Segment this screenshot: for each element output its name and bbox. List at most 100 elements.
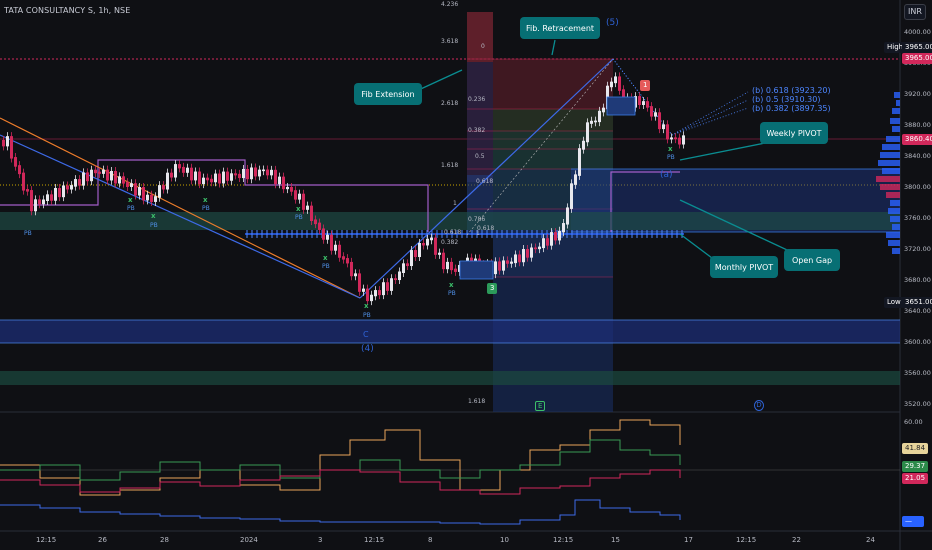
volume-profile-bar <box>890 118 900 124</box>
projection-label: (b) 0.618 (3923.20) <box>752 86 831 95</box>
candle-body <box>206 177 209 181</box>
candle-body <box>326 234 329 240</box>
candle-body <box>214 173 217 183</box>
candle-body <box>314 219 317 225</box>
x-marker: x <box>296 205 301 213</box>
candle-body <box>438 252 441 255</box>
monthly-pivot-callout[interactable]: Monthly PIVOT <box>710 256 778 278</box>
candle-body <box>310 205 313 221</box>
candle-body <box>2 140 5 147</box>
candle-body <box>150 194 153 202</box>
time-axis-label: 12:15 <box>364 536 385 544</box>
candle-body <box>646 101 649 108</box>
candle-body <box>334 244 337 251</box>
indicator-line-blue <box>0 499 681 525</box>
candle-body <box>530 247 533 258</box>
candle-body <box>658 112 661 130</box>
candle-body <box>6 136 9 147</box>
x-marker: x <box>668 145 673 153</box>
time-axis-label: 2024 <box>240 536 258 544</box>
volume-profile-bar <box>888 240 900 246</box>
open-gap-callout[interactable]: Open Gap <box>784 249 840 271</box>
candle-body <box>370 294 373 302</box>
volume-profile-bar <box>880 184 900 190</box>
candle-body <box>90 169 93 182</box>
pb-marker: PB <box>295 214 303 221</box>
candle-body <box>318 222 321 230</box>
candle-body <box>162 185 165 190</box>
candle-body <box>378 290 381 296</box>
projection-label: (b) 0.5 (3910.30) <box>752 95 821 104</box>
candle-body <box>346 258 349 264</box>
candle-body <box>662 124 665 130</box>
high-value: 3965.00 <box>902 42 932 53</box>
weekly-pivot-callout[interactable]: Weekly PIVOT <box>760 122 828 144</box>
candle-body <box>418 242 421 258</box>
candle-body <box>138 187 141 196</box>
x-marker: x <box>323 254 328 262</box>
wave-label-c: C <box>363 330 369 339</box>
candle-body <box>94 169 97 174</box>
indicator-value-2: 29.37 <box>902 461 929 472</box>
price-axis-tick: 3520.00 <box>904 400 931 408</box>
candle-body <box>174 164 177 178</box>
time-axis-label: 15 <box>611 536 620 544</box>
candle-body <box>130 183 133 187</box>
candle-body <box>434 237 437 255</box>
fib-retracement-callout[interactable]: Fib. Retracement <box>520 17 600 39</box>
volume-profile-bar <box>892 248 900 254</box>
candle-body <box>98 171 101 174</box>
volume-profile-bar <box>892 224 900 230</box>
x-marker: x <box>128 196 133 204</box>
candle-body <box>422 242 425 246</box>
candle-body <box>454 268 457 272</box>
fib-ext-zone-top <box>467 12 493 62</box>
candle-body <box>210 178 213 183</box>
candle-body <box>182 166 185 173</box>
candle-body <box>594 120 597 123</box>
candle-body <box>58 188 61 198</box>
candle-body <box>538 246 541 250</box>
candle-body <box>522 249 525 263</box>
candle-body <box>562 223 565 233</box>
fib-ext-level: 1.618 <box>441 162 459 169</box>
currency-button[interactable]: INR <box>904 4 926 20</box>
candle-body <box>194 171 197 181</box>
time-axis-label: 10 <box>500 536 509 544</box>
fib-ret-zone-ext <box>493 277 613 412</box>
candle-body <box>70 185 73 190</box>
time-axis-label: 8 <box>428 536 433 544</box>
indicator-value-1: 41.84 <box>902 443 929 454</box>
candle-body <box>558 230 561 241</box>
candle-body <box>10 136 13 159</box>
volume-profile-bar <box>882 144 900 150</box>
wave-label-d: D <box>754 400 764 411</box>
fib-ext-level: 1 <box>453 200 457 207</box>
candle-body <box>30 190 33 212</box>
candle-body <box>678 137 681 145</box>
support-zone-green <box>0 212 900 230</box>
candle-body <box>34 199 37 212</box>
candle-body <box>114 171 117 184</box>
candle-body <box>554 232 557 241</box>
candle-body <box>682 135 685 145</box>
fib-ret-level: 0.382 <box>468 127 486 134</box>
symbol-title[interactable]: TATA CONSULTANCY S, 1h, NSE <box>4 6 131 15</box>
candle-body <box>246 168 249 180</box>
candle-body <box>634 96 637 108</box>
x-marker: x <box>449 281 454 289</box>
candle-body <box>342 256 345 260</box>
candle-body <box>106 169 109 181</box>
volume-profile-bar <box>886 136 900 142</box>
candle-body <box>426 238 429 246</box>
fib-extension-callout[interactable]: Fib Extension <box>354 83 422 105</box>
candle-body <box>158 185 161 198</box>
pb-marker: PB <box>127 205 135 212</box>
price-axis-tick: 3840.00 <box>904 152 931 160</box>
candle-body <box>362 288 365 292</box>
candle-body <box>146 194 149 201</box>
trendline-blue <box>0 134 361 299</box>
candle-body <box>510 261 513 264</box>
candle-body <box>274 169 277 185</box>
